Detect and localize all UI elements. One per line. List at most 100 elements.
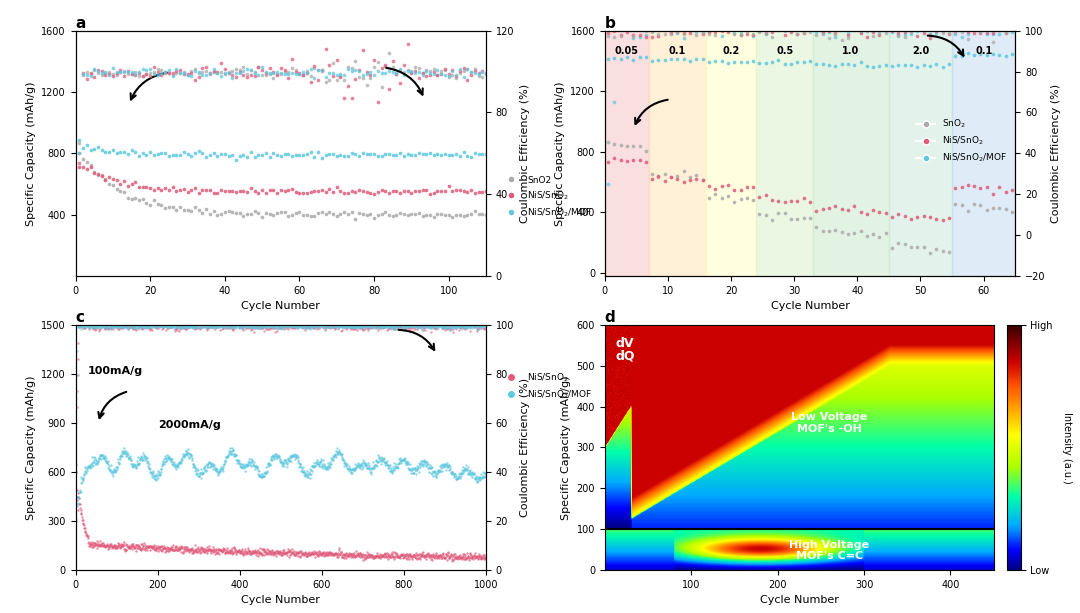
Point: [122, 455, 139, 465]
Point: [225, 319, 242, 329]
Point: [921, 33, 939, 43]
Point: [302, 323, 320, 333]
Point: [273, 459, 291, 469]
Point: [237, 323, 254, 333]
Point: [190, 471, 207, 481]
Point: [278, 549, 295, 558]
Point: [308, 322, 325, 332]
Point: [193, 320, 211, 330]
Point: [406, 66, 423, 75]
Point: [359, 463, 376, 473]
Point: [265, 67, 282, 77]
Point: [403, 208, 420, 218]
Point: [846, 228, 863, 238]
Point: [183, 69, 200, 78]
Point: [464, 321, 482, 330]
Point: [440, 549, 457, 558]
Point: [997, 28, 1014, 38]
Point: [399, 554, 416, 564]
Point: [377, 149, 394, 159]
Point: [288, 322, 306, 332]
Point: [85, 321, 103, 331]
Point: [274, 322, 292, 332]
Point: [193, 70, 211, 80]
Point: [255, 322, 272, 332]
Point: [966, 50, 983, 60]
Point: [252, 469, 269, 479]
Point: [126, 460, 144, 470]
Point: [84, 540, 102, 550]
Point: [302, 64, 320, 74]
Point: [286, 546, 303, 556]
Point: [434, 459, 451, 469]
Point: [72, 472, 90, 482]
Point: [389, 321, 406, 331]
Point: [419, 552, 436, 562]
Point: [302, 321, 320, 331]
Point: [90, 169, 107, 179]
Point: [443, 321, 460, 330]
Point: [826, 32, 843, 42]
Point: [213, 149, 230, 159]
Point: [291, 69, 308, 79]
Point: [253, 324, 270, 334]
Point: [238, 460, 255, 470]
Point: [383, 319, 401, 329]
Point: [451, 322, 469, 332]
Point: [469, 473, 486, 483]
Point: [299, 321, 316, 330]
Point: [123, 179, 140, 189]
Point: [238, 460, 255, 470]
Point: [429, 209, 446, 219]
Point: [393, 455, 410, 465]
Point: [322, 319, 339, 329]
Point: [416, 457, 433, 467]
Point: [447, 323, 464, 333]
Point: [457, 323, 474, 333]
Point: [138, 321, 156, 330]
Point: [120, 320, 137, 330]
Point: [287, 548, 305, 558]
Point: [105, 322, 122, 332]
Point: [230, 323, 247, 333]
Point: [352, 322, 369, 332]
Point: [272, 185, 289, 195]
Point: [291, 547, 308, 557]
Point: [123, 540, 140, 550]
Point: [337, 322, 354, 332]
Point: [445, 469, 462, 479]
Point: [770, 24, 787, 34]
Point: [199, 321, 216, 330]
Point: [395, 321, 413, 331]
Point: [175, 69, 192, 78]
Point: [149, 199, 166, 209]
Point: [366, 462, 383, 472]
Point: [189, 321, 206, 331]
Point: [102, 322, 119, 332]
Point: [90, 321, 107, 330]
Point: [241, 549, 258, 559]
Point: [114, 446, 132, 456]
Point: [350, 321, 367, 331]
Point: [365, 62, 382, 72]
Point: [361, 320, 378, 330]
Point: [462, 326, 480, 336]
Point: [681, 175, 699, 185]
Point: [123, 459, 140, 469]
Point: [132, 320, 149, 330]
Point: [240, 457, 257, 466]
Point: [419, 457, 436, 467]
Point: [316, 319, 334, 329]
Point: [389, 463, 406, 473]
Point: [183, 544, 200, 554]
Point: [357, 150, 375, 159]
Point: [224, 449, 241, 459]
Point: [364, 321, 381, 331]
Point: [85, 323, 103, 333]
Point: [129, 319, 146, 329]
Point: [390, 321, 407, 331]
Point: [440, 319, 457, 329]
Point: [388, 462, 405, 472]
Point: [305, 322, 322, 332]
Point: [467, 551, 484, 561]
